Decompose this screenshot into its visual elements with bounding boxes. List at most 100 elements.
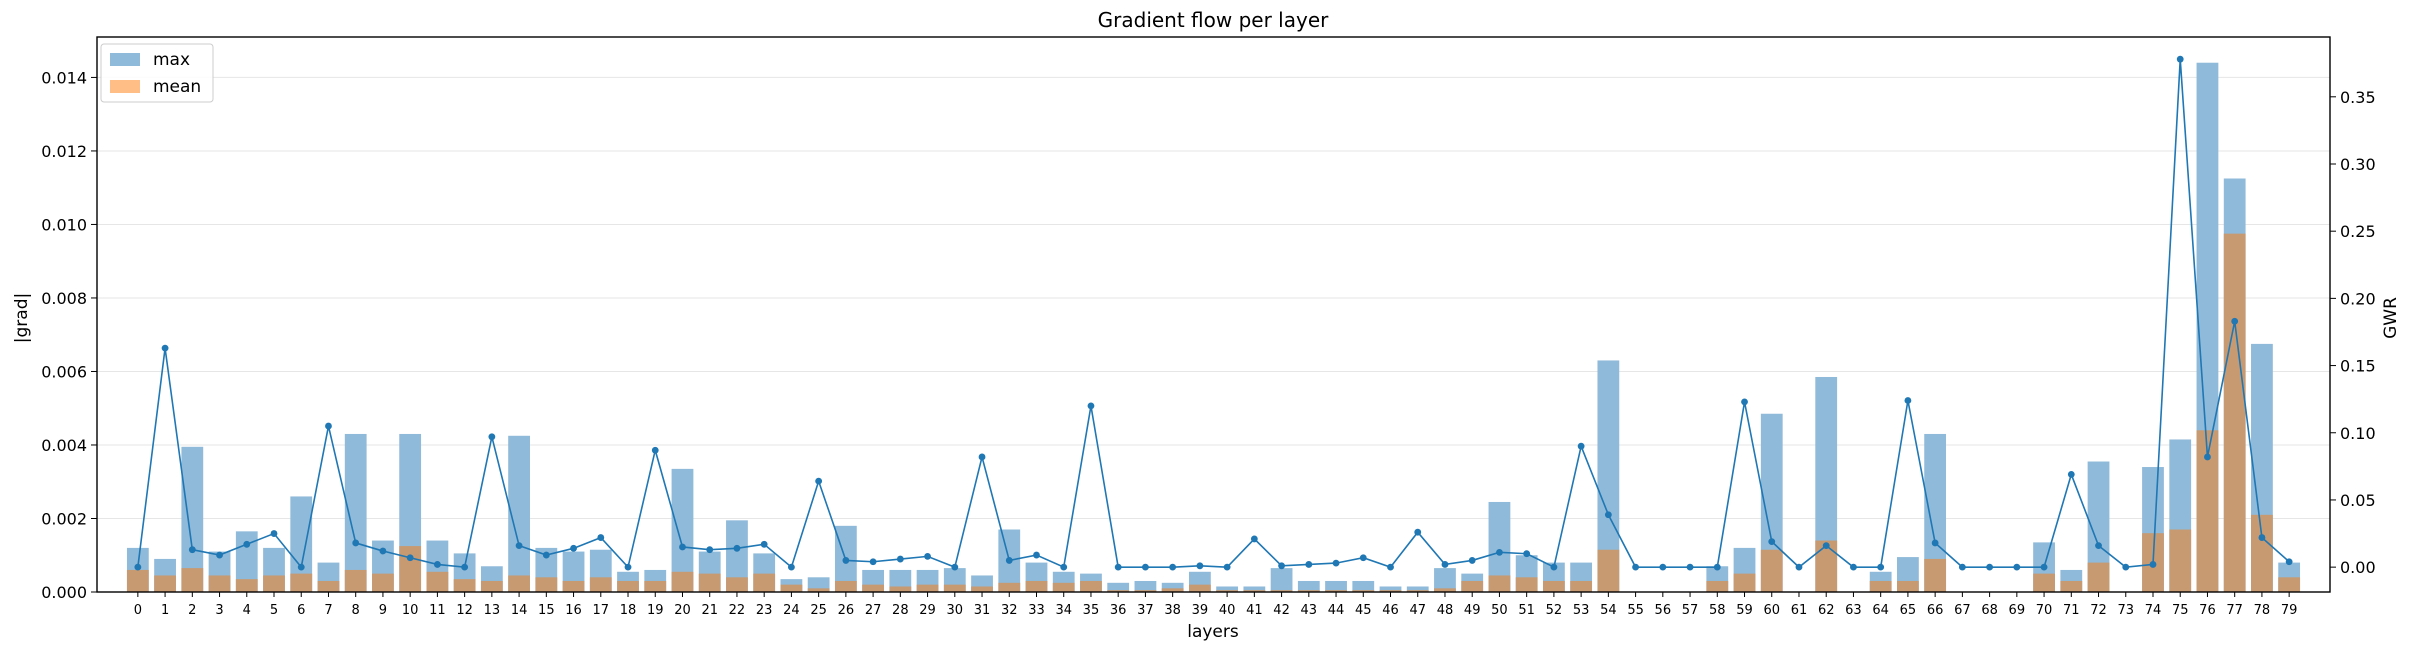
max-bar [671, 468, 694, 592]
mean-bar [1461, 580, 1484, 592]
mean-bar [1161, 588, 1184, 592]
mean-bar [589, 577, 612, 592]
mean-bar [726, 577, 748, 592]
gwr-point [1931, 539, 1939, 547]
gwr-point [2258, 534, 2266, 541]
mean-bar [1406, 590, 1429, 592]
gwr-point [2231, 317, 2239, 325]
max-bar [1216, 586, 1239, 592]
x-tick-label: 48 [1437, 603, 1454, 618]
mean-bar [1760, 549, 1783, 592]
y-tick-label: 0.010 [41, 215, 87, 234]
x-tick-label: 70 [2036, 603, 2053, 618]
x-tick-label: 25 [810, 603, 827, 618]
x-tick-label: 4 [243, 603, 251, 618]
x-tick-label: 65 [1900, 603, 1917, 618]
x-tick-label: 8 [352, 603, 360, 618]
x-tick-label: 59 [1736, 603, 1753, 618]
x-tick-label: 54 [1600, 603, 1617, 618]
max-bar [1325, 580, 1347, 592]
mean-bar [1134, 590, 1157, 592]
gwr-point [1686, 563, 1694, 571]
x-tick-label: 14 [511, 603, 528, 618]
y-tick-label: 0.014 [41, 68, 87, 87]
gwr-point [1850, 563, 1857, 571]
x-tick-label: 6 [297, 603, 305, 618]
gwr-point [624, 563, 632, 571]
max-bar [2087, 461, 2110, 592]
x-tick-label: 62 [1818, 603, 1835, 618]
y-tick-label: 0.004 [41, 436, 87, 455]
mean-bar [1216, 590, 1239, 592]
mean-bar [399, 546, 422, 592]
gwr-point [2122, 563, 2130, 571]
mean-bar [2251, 514, 2273, 592]
gwr-point [1877, 563, 1885, 571]
y-tick-label: 0.008 [41, 289, 87, 308]
y-tick-label: 0.000 [41, 583, 87, 602]
y-tick-label: 0.006 [41, 362, 87, 381]
mean-bar [2223, 233, 2246, 592]
legend-swatch-mean [110, 80, 140, 93]
x-tick-label: 49 [1464, 603, 1481, 618]
mean-bar [2196, 430, 2219, 592]
gwr-point [1741, 398, 1748, 406]
x-tick-label: 18 [620, 603, 637, 618]
y-axis-left: 0.000 0.002 0.004 0.006 0.008 0.010 0.012 0.014 [41, 68, 97, 602]
mean-bar [1325, 590, 1347, 592]
mean-bar [2278, 577, 2301, 592]
mean-bar [1379, 590, 1402, 592]
x-tick-label: 22 [729, 603, 746, 618]
x-tick-label: 60 [1763, 603, 1780, 618]
mean-bar [1080, 580, 1102, 592]
gwr-point [1114, 563, 1122, 571]
x-tick-label: 74 [2145, 603, 2162, 618]
legend-label-mean: mean [153, 77, 201, 97]
y2-tick-label: 0.35 [2340, 88, 2376, 107]
mean-bar [1924, 558, 1947, 592]
x-tick-label: 15 [538, 603, 555, 618]
x-tick-label: 35 [1083, 603, 1100, 618]
gwr-point [679, 543, 686, 551]
mean-bar [2169, 529, 2192, 592]
max-bar [1597, 360, 1620, 592]
x-tick-label: 37 [1137, 603, 1154, 618]
gridlines [97, 76, 2330, 519]
mean-bar [535, 577, 558, 592]
mean-bar [1869, 580, 1892, 592]
gwr-point [1958, 563, 1966, 571]
x-tick-label: 30 [947, 603, 964, 618]
x-tick-label: 21 [701, 603, 718, 618]
x-tick-label: 36 [1110, 603, 1127, 618]
mean-bar [1052, 582, 1075, 592]
mean-bar [372, 573, 394, 592]
mean-bar [1515, 577, 1538, 592]
max-bar [344, 433, 367, 592]
gwr-point [1822, 542, 1830, 550]
mean-bar [1025, 580, 1048, 592]
legend-swatch-max [110, 53, 140, 66]
x-tick-label: 75 [2172, 603, 2189, 618]
y-tick-label: 0.002 [41, 509, 87, 528]
max-bar [1107, 582, 1130, 592]
mean-bar [998, 582, 1021, 592]
x-tick-label: 66 [1927, 603, 1944, 618]
mean-bar [1733, 573, 1756, 592]
mean-bar [698, 573, 721, 592]
gwr-point [2149, 561, 2157, 568]
mean-bar [617, 580, 639, 592]
max-bar [1815, 376, 1838, 592]
gwr-point [1387, 563, 1394, 571]
mean-bar [753, 573, 776, 592]
x-tick-label: 55 [1627, 603, 1644, 618]
x-tick-label: 71 [2063, 603, 2080, 618]
mean-bar [1297, 590, 1320, 592]
x-tick-label: 52 [1546, 603, 1563, 618]
mean-bar [1243, 590, 1266, 592]
x-tick-label: 12 [456, 603, 473, 618]
y-tick-label: 0.012 [41, 142, 87, 161]
y2-tick-label: 0.10 [2340, 424, 2376, 443]
x-tick-label: 0 [134, 603, 142, 618]
max-bar [1297, 580, 1320, 592]
gwr-point [2204, 453, 2211, 461]
